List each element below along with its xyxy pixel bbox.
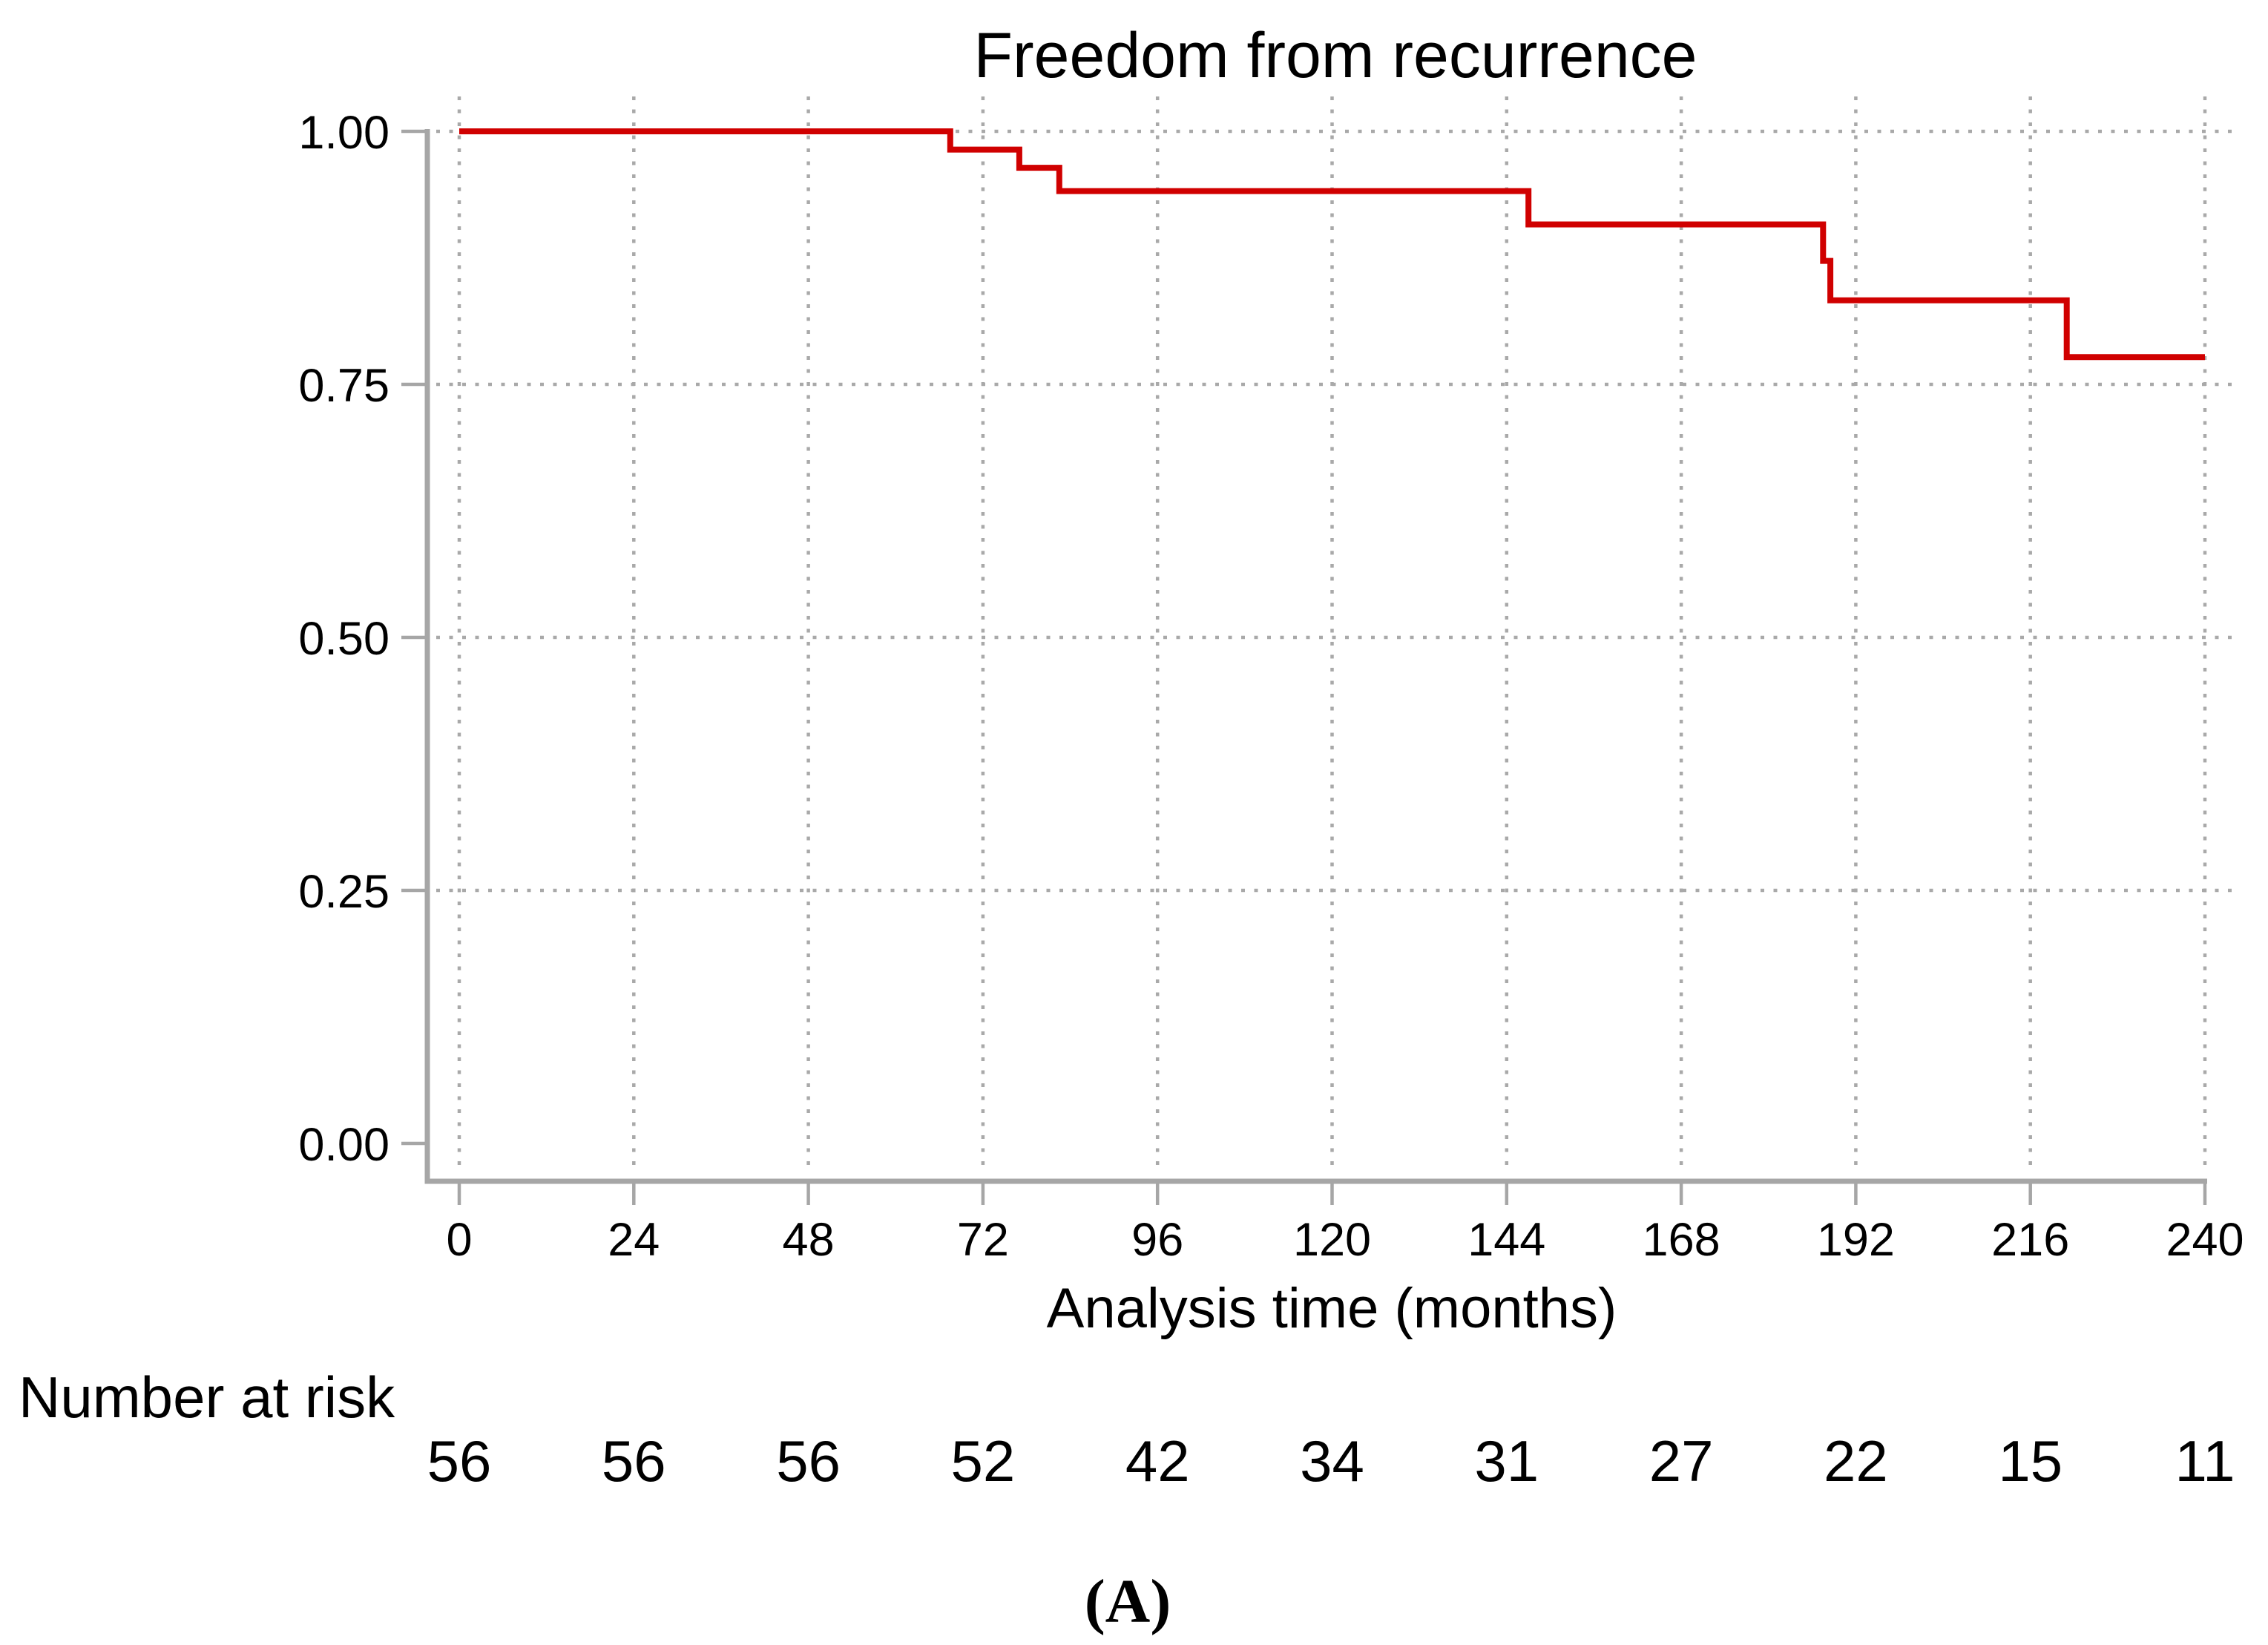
risk-value: 31 <box>1474 1428 1539 1494</box>
risk-value: 56 <box>427 1428 492 1494</box>
risk-value: 22 <box>1824 1428 1888 1494</box>
y-tick-label: 0.50 <box>298 613 389 665</box>
y-tick-label: 0.00 <box>298 1119 389 1171</box>
risk-value: 42 <box>1125 1428 1190 1494</box>
x-tick-label: 216 <box>1991 1214 2069 1266</box>
chart-title: Freedom from recurrence <box>974 20 1697 91</box>
x-tick-label: 240 <box>2166 1214 2244 1266</box>
x-tick-label: 24 <box>608 1214 660 1266</box>
number-at-risk-label: Number at risk <box>19 1365 395 1430</box>
x-axis-title: Analysis time (months) <box>1047 1277 1617 1340</box>
x-tick-label: 0 <box>446 1214 472 1266</box>
tick-labels: 0.00 0.25 0.50 0.75 1.00 0 24 48 72 96 120 144 168 19… <box>298 107 2244 1494</box>
risk-value: 11 <box>2175 1428 2235 1494</box>
risk-value: 52 <box>951 1428 1016 1494</box>
x-tick-label: 96 <box>1131 1214 1183 1266</box>
x-tick-label: 192 <box>1817 1214 1895 1266</box>
y-tick-label: 0.75 <box>298 360 389 412</box>
x-tick-label: 72 <box>957 1214 1009 1266</box>
x-tick-label: 168 <box>1643 1214 1720 1266</box>
risk-value: 56 <box>602 1428 666 1494</box>
risk-value: 56 <box>776 1428 841 1494</box>
gridlines <box>436 96 2232 1171</box>
risk-value: 27 <box>1649 1428 1714 1494</box>
axes <box>401 129 2207 1205</box>
risk-value: 15 <box>1998 1428 2062 1494</box>
x-tick-label: 144 <box>1467 1214 1545 1266</box>
km-step-curve <box>459 128 2205 361</box>
risk-value: 34 <box>1300 1428 1364 1494</box>
x-tick-label: 120 <box>1293 1214 1371 1266</box>
panel-letter-label: (A) <box>1085 1567 1171 1636</box>
y-tick-label: 1.00 <box>298 107 389 159</box>
x-tick-label: 48 <box>783 1214 835 1266</box>
y-tick-label: 0.25 <box>298 866 389 918</box>
